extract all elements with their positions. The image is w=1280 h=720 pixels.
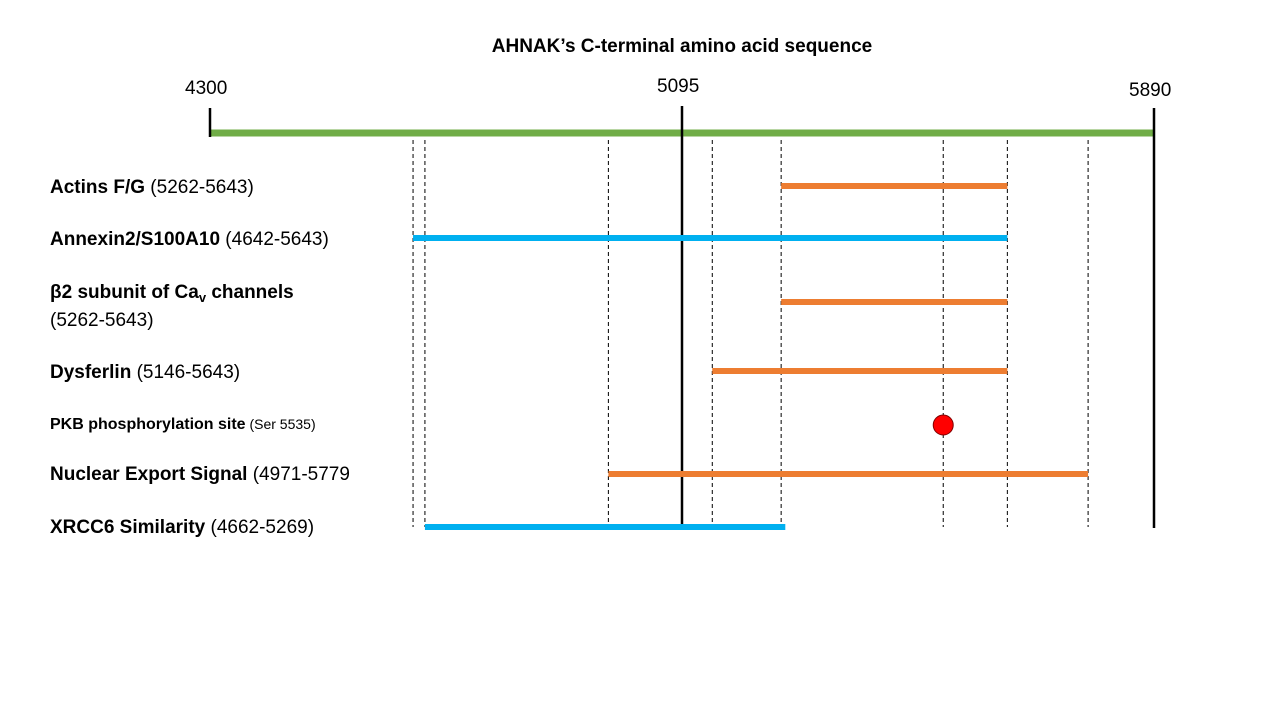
axis-tick-label-start: 4300 xyxy=(185,78,228,99)
row-name: Nuclear Export Signal xyxy=(50,464,248,485)
axis-tick-label-mid: 5095 xyxy=(657,76,700,97)
row-name-post: channels xyxy=(206,282,294,303)
row-name-pre: β2 subunit of Ca xyxy=(50,282,199,303)
row-name: Actins F/G xyxy=(50,177,146,198)
row-label-xrcc6: XRCC6 Similarity (4662-5269) xyxy=(50,514,314,542)
row-range: (Ser 5535) xyxy=(245,416,316,432)
row-name: Dysferlin xyxy=(50,362,132,383)
row-label-beta2: β2 subunit of Cav channels (5262-5643) xyxy=(50,279,294,335)
row-name: PKB phosphorylation site xyxy=(50,416,246,433)
row-label-annexin: Annexin2/S100A10 (4642-5643) xyxy=(50,226,329,254)
row-range: (5262-5643) xyxy=(50,310,154,331)
row-name: Annexin2/S100A10 xyxy=(50,229,221,250)
row-range: (5262-5643) xyxy=(145,177,254,198)
diagram-title: AHNAK’s C-terminal amino acid sequence xyxy=(491,36,873,57)
row-range: (4662-5269) xyxy=(205,517,315,538)
phosphorylation-site-marker xyxy=(932,414,954,436)
row-label-dysferlin: Dysferlin (5146-5643) xyxy=(50,359,240,387)
row-name: β2 subunit of Cav channels xyxy=(50,282,294,305)
axis-tick-label-end: 5890 xyxy=(1129,80,1172,101)
row-range: (4971-5779 xyxy=(247,464,350,485)
row-label-nes: Nuclear Export Signal (4971-5779 xyxy=(50,461,350,489)
row-name: XRCC6 Similarity xyxy=(50,517,206,538)
row-name-sub: v xyxy=(198,290,207,305)
row-range: (5146-5643) xyxy=(131,362,241,383)
row-label-actins: Actins F/G (5262-5643) xyxy=(50,174,254,202)
row-range: (4642-5643) xyxy=(220,229,329,250)
row-label-pkb: PKB phosphorylation site (Ser 5535) xyxy=(50,410,316,439)
